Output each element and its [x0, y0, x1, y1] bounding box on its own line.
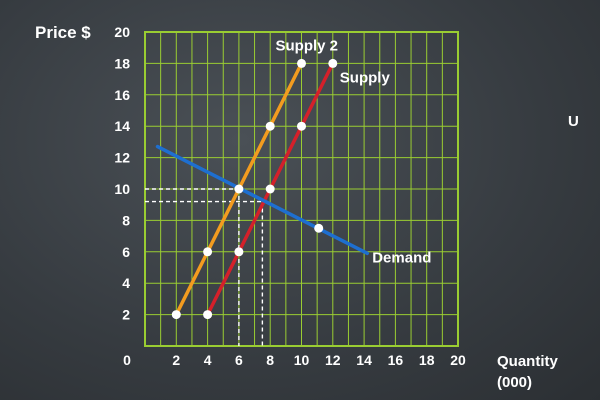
marker-supply-2 [265, 121, 275, 131]
x-tick-label: 6 [235, 352, 243, 368]
x-tick-label: 10 [294, 352, 310, 368]
series-label-demand: Demand [372, 249, 431, 266]
y-axis-label: Price $ [35, 23, 91, 42]
marker-supply [265, 184, 275, 194]
series-label-supply: Supply [340, 69, 391, 86]
x-axis-label-unit: (000) [497, 374, 532, 391]
x-tick-label: 2 [172, 352, 180, 368]
marker-supply-2 [203, 247, 213, 257]
x-tick-label: 12 [325, 352, 341, 368]
marker-supply-2 [171, 310, 181, 320]
tick-labels: 0 2 4 6 8 10 12 14 16 18 20 2 4 6 8 10 12 14 16 18 20 [114, 24, 466, 368]
x-tick-label: 4 [204, 352, 212, 368]
grid [145, 32, 458, 346]
marker-demand [314, 223, 324, 233]
y-tick-label: 2 [122, 307, 130, 323]
y-tick-label: 4 [122, 275, 130, 291]
y-tick-label: 14 [114, 118, 130, 134]
x-tick-label: 16 [388, 352, 404, 368]
x-tick-label: 14 [356, 352, 372, 368]
marker-supply [203, 310, 213, 320]
marker-supply [297, 121, 306, 131]
marker-supply-2 [234, 184, 244, 194]
y-tick-label: 6 [122, 244, 130, 260]
x-axis-label: Quantity [497, 353, 558, 370]
marker-supply [234, 247, 244, 257]
series-line-demand [155, 144, 369, 256]
series-markers [171, 58, 338, 320]
y-tick-label: 12 [114, 150, 130, 166]
series-label-supply-2: Supply 2 [276, 37, 339, 54]
y-tick-label: 10 [114, 181, 130, 197]
x-tick-label: 20 [450, 352, 466, 368]
x-tick-label: 8 [266, 352, 274, 368]
marker-supply [328, 58, 338, 68]
x-tick-label: 18 [419, 352, 435, 368]
y-tick-label: 16 [114, 87, 130, 103]
side-letter: U [568, 113, 579, 130]
guide-lines [145, 188, 264, 346]
y-tick-label: 18 [114, 55, 130, 71]
y-tick-label: 20 [114, 24, 130, 40]
marker-supply-2 [297, 58, 306, 68]
y-tick-label: 8 [122, 212, 130, 228]
x-tick-label: 0 [123, 352, 131, 368]
